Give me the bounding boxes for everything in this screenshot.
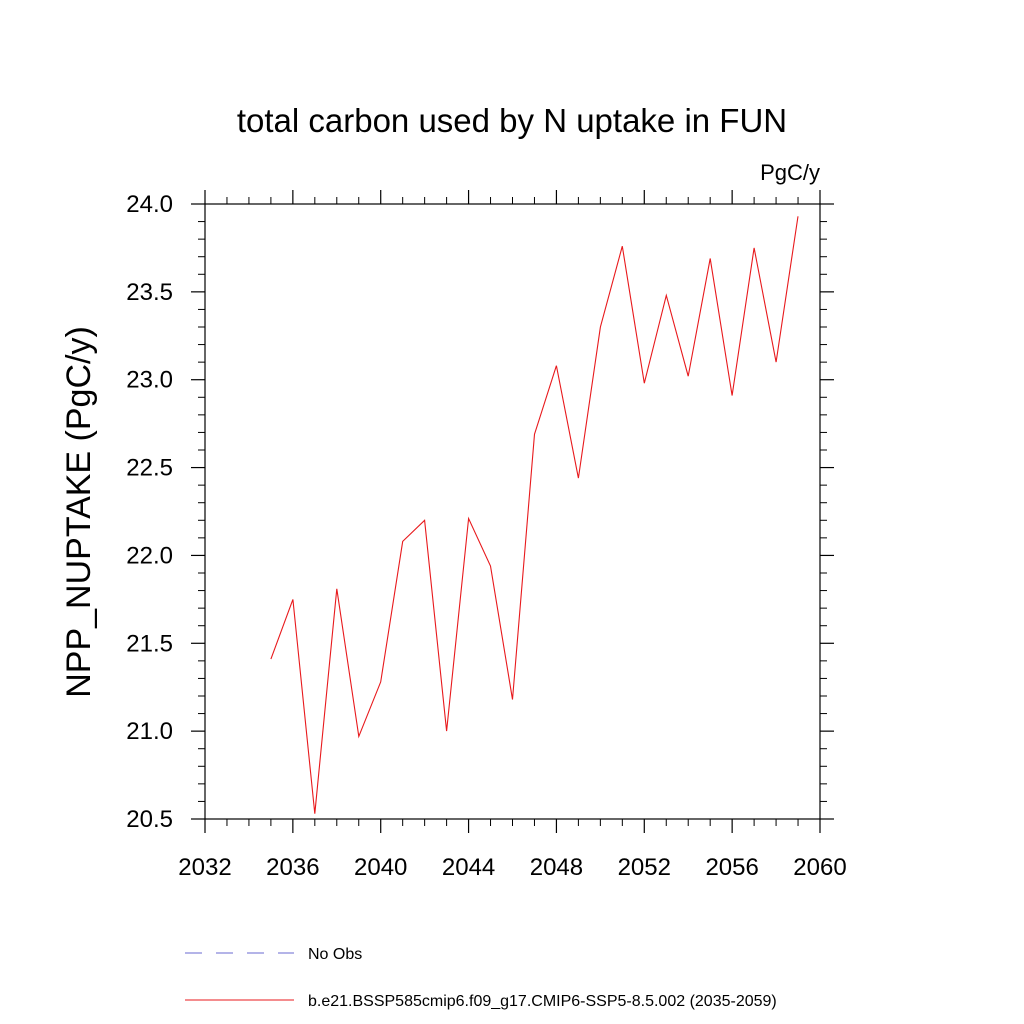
axis-ticks <box>191 190 834 833</box>
units-label: PgC/y <box>760 160 820 185</box>
x-tick-labels: 2032 2036 2040 2044 2048 2052 2056 2060 <box>178 854 846 881</box>
x-tick-label: 2052 <box>618 854 671 881</box>
y-tick-label: 20.5 <box>126 806 173 833</box>
legend-label: No Obs <box>308 946 362 963</box>
y-tick-label: 23.0 <box>126 367 173 394</box>
y-tick-labels: 20.5 21.0 21.5 22.0 22.5 23.0 23.5 24.0 <box>126 191 173 833</box>
series-layer <box>270 216 799 814</box>
x-tick-label: 2032 <box>178 854 231 881</box>
plot-frame <box>204 203 821 820</box>
y-tick-label: 24.0 <box>126 191 173 218</box>
legend: No Obs b.e21.BSSP585cmip6.f09_g17.CMIP6-S… <box>185 946 777 1010</box>
series-line <box>270 216 799 814</box>
chart-title: total carbon used by N uptake in FUN <box>237 102 787 139</box>
x-tick-label: 2044 <box>442 854 495 881</box>
x-tick-label: 2060 <box>793 854 846 881</box>
x-tick-label: 2040 <box>354 854 407 881</box>
y-tick-label: 22.0 <box>126 542 173 569</box>
y-tick-label: 21.5 <box>126 630 173 657</box>
y-tick-label: 22.5 <box>126 455 173 482</box>
legend-label: b.e21.BSSP585cmip6.f09_g17.CMIP6-SSP5-8.… <box>308 993 777 1010</box>
x-tick-label: 2048 <box>530 854 583 881</box>
y-tick-label: 21.0 <box>126 718 173 745</box>
y-tick-label: 23.5 <box>126 279 173 306</box>
y-axis-label: NPP_NUPTAKE (PgC/y) <box>60 326 98 698</box>
x-tick-label: 2056 <box>705 854 758 881</box>
x-tick-label: 2036 <box>266 854 319 881</box>
